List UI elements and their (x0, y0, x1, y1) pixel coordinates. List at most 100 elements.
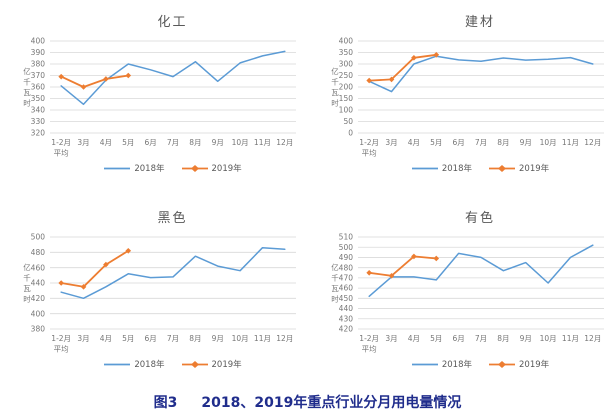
svg-text:千: 千 (331, 272, 339, 282)
svg-text:50: 50 (343, 117, 353, 126)
chart-legend-youse: 2018年 2019年 (373, 358, 549, 370)
svg-text:4月: 4月 (407, 138, 419, 147)
svg-text:平均: 平均 (54, 148, 69, 158)
legend-swatch-icon (411, 167, 438, 169)
y-axis-tick-labels: 400 390 380 370 360 350 340 330 320 (31, 37, 46, 138)
svg-text:480: 480 (31, 248, 46, 257)
chart-legend-huagong: 2018年 2019年 (65, 162, 242, 174)
svg-text:3月: 3月 (77, 138, 89, 147)
chart-title-huagong: 化工 (157, 15, 188, 30)
svg-text:4月: 4月 (407, 334, 419, 343)
svg-text:瓦: 瓦 (23, 88, 31, 97)
svg-text:千: 千 (331, 76, 339, 86)
svg-text:430: 430 (338, 314, 353, 323)
chart-title-youse: 有色 (464, 211, 495, 226)
svg-text:亿: 亿 (23, 262, 31, 272)
caption-text: 2018、2019年重点行业分月用电量情况 (201, 395, 462, 411)
legend-swatch-icon (489, 164, 515, 172)
y-axis-tick-labels: 500 480 460 440 420 400 380 (31, 233, 46, 334)
svg-text:330: 330 (31, 117, 46, 126)
chart-title-heise: 黑色 (157, 211, 188, 226)
svg-text:9月: 9月 (519, 138, 531, 147)
svg-text:100: 100 (338, 106, 353, 115)
svg-text:250: 250 (338, 71, 353, 80)
legend-item-2019年: 2019年 (181, 162, 242, 174)
svg-text:500: 500 (338, 243, 353, 252)
svg-text:8月: 8月 (189, 334, 201, 343)
svg-text:1-2月: 1-2月 (359, 138, 379, 147)
svg-text:320: 320 (31, 129, 46, 138)
svg-text:11月: 11月 (254, 138, 271, 147)
svg-text:6月: 6月 (452, 138, 464, 147)
chart-huagong: 化工 400 390 380 370 360 350 340 330 320 亿千瓦时 1-2月 平均… (0, 0, 307, 196)
chart-youse: 有色 510 500 490 480 470 460 450 440 430 420 亿千瓦时 1-2… (307, 196, 615, 385)
svg-text:150: 150 (338, 94, 353, 103)
svg-text:4月: 4月 (100, 334, 112, 343)
svg-text:12月: 12月 (276, 334, 293, 343)
legend-item-2018年: 2018年 (411, 162, 472, 174)
svg-text:300: 300 (338, 60, 353, 69)
svg-text:400: 400 (338, 37, 353, 46)
legend-label: 2019年 (211, 164, 242, 174)
legend-label: 2019年 (211, 360, 242, 370)
legend-item-2019年: 2019年 (488, 162, 549, 174)
legend-label: 2019年 (519, 360, 550, 370)
svg-text:亿: 亿 (23, 66, 31, 76)
legend-swatch-icon (104, 363, 131, 365)
charts-grid: 化工 400 390 380 370 360 350 340 330 320 亿千瓦时 1-2月 平均… (0, 0, 615, 385)
legend-item-2019年: 2019年 (181, 358, 242, 370)
legend-label: 2019年 (519, 164, 550, 174)
svg-text:7月: 7月 (167, 334, 179, 343)
svg-text:10月: 10月 (539, 334, 556, 343)
svg-text:时: 时 (23, 97, 31, 107)
svg-text:10月: 10月 (232, 138, 249, 147)
svg-text:11月: 11月 (254, 334, 271, 343)
svg-text:440: 440 (338, 304, 353, 313)
svg-text:500: 500 (31, 233, 46, 242)
series-line-2018年 (367, 55, 594, 93)
svg-text:460: 460 (338, 284, 353, 293)
svg-text:200: 200 (338, 83, 353, 92)
svg-text:3月: 3月 (385, 334, 397, 343)
svg-text:6月: 6月 (144, 138, 156, 147)
svg-text:9月: 9月 (212, 334, 224, 343)
svg-text:瓦: 瓦 (331, 88, 339, 97)
series-markers-2019年 (58, 72, 132, 90)
svg-text:5月: 5月 (122, 334, 134, 343)
gridlines (357, 40, 604, 134)
svg-text:11月: 11月 (561, 138, 578, 147)
series-line-2018年 (367, 244, 594, 298)
legend-swatch-icon (181, 360, 208, 368)
svg-text:3月: 3月 (77, 334, 89, 343)
legend-label: 2018年 (441, 164, 472, 174)
svg-text:380: 380 (31, 325, 46, 334)
svg-text:平均: 平均 (361, 344, 376, 354)
chart-title-jiancai: 建材 (464, 15, 495, 30)
svg-text:5月: 5月 (430, 138, 442, 147)
legend-item-2019年: 2019年 (488, 358, 549, 370)
svg-text:12月: 12月 (584, 138, 601, 147)
legend-label: 2018年 (441, 360, 472, 370)
svg-text:4月: 4月 (100, 138, 112, 147)
svg-text:0: 0 (348, 129, 353, 138)
svg-text:1-2月: 1-2月 (51, 334, 71, 343)
svg-text:510: 510 (338, 233, 353, 242)
svg-text:400: 400 (31, 309, 46, 318)
svg-text:490: 490 (338, 253, 353, 262)
svg-text:350: 350 (338, 48, 353, 57)
svg-text:时: 时 (331, 293, 339, 303)
svg-text:9月: 9月 (519, 334, 531, 343)
svg-text:11月: 11月 (561, 334, 578, 343)
svg-text:470: 470 (338, 273, 353, 282)
y-axis-tick-labels: 400 350 300 250 200 150 100 50 0 (338, 37, 353, 138)
svg-text:340: 340 (31, 106, 46, 115)
legend-item-2018年: 2018年 (103, 358, 165, 370)
svg-text:9月: 9月 (212, 138, 224, 147)
svg-text:370: 370 (31, 71, 46, 80)
svg-text:7月: 7月 (474, 138, 486, 147)
